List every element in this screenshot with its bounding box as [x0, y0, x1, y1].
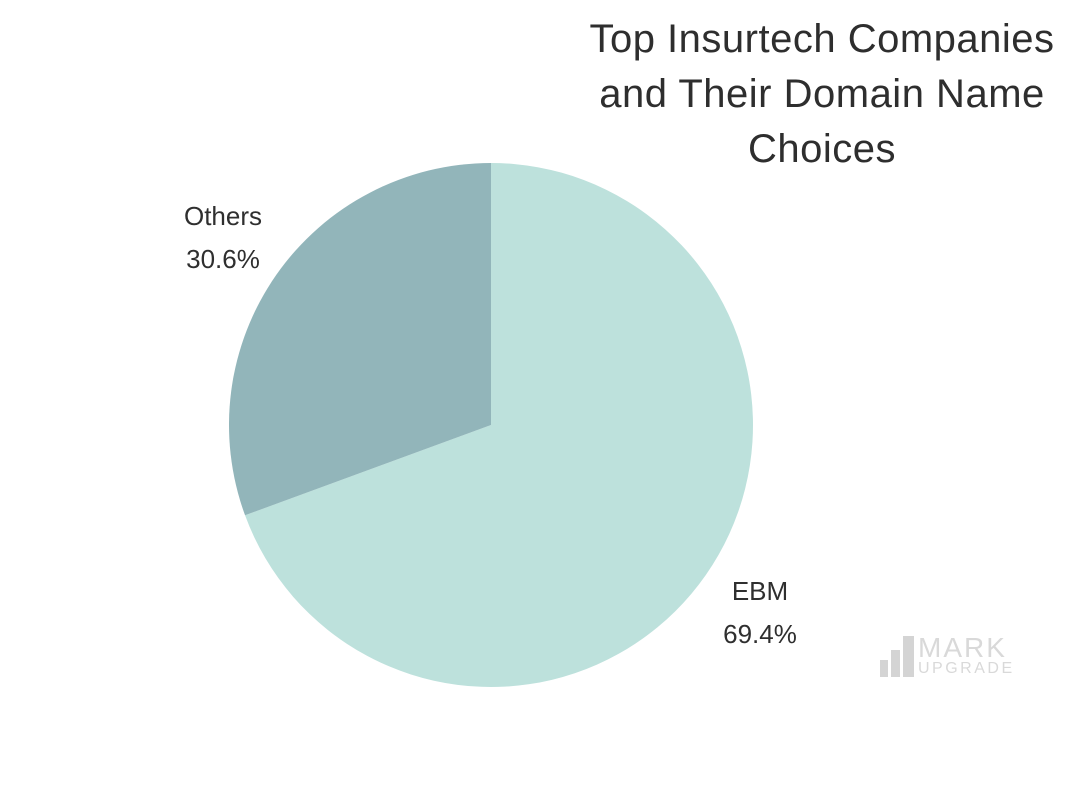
watermark-brand-name: MARK: [918, 632, 1007, 663]
watermark-text: MARK UPGRADE: [918, 632, 1015, 677]
chart-title: Top Insurtech Companies and Their Domain…: [542, 12, 1080, 177]
watermark-brand-suffix: UPGRADE: [918, 660, 1015, 677]
pie-slice-ebm: [245, 163, 753, 687]
slice-label-others: Others 30.6%: [113, 195, 333, 281]
bar-chart-icon-bar-medium: [891, 650, 900, 677]
slice-label-ebm-name: EBM: [731, 576, 789, 606]
slice-label-others-pct: 30.6%: [186, 244, 260, 274]
pie-slice-others: [228, 163, 492, 516]
watermark-mark-upgrade: MARK UPGRADE: [880, 632, 1015, 677]
bar-chart-icon: [880, 636, 914, 677]
slice-label-ebm: EBM 69.4%: [650, 570, 870, 656]
chart-title-line1: Top Insurtech Companies: [589, 17, 1055, 61]
bar-chart-icon-bar-small: [880, 660, 888, 677]
chart-title-line3: Choices: [747, 127, 896, 171]
bar-chart-icon-bar-tall: [903, 636, 914, 677]
slice-label-others-name: Others: [183, 201, 263, 231]
chart-title-line2: and Their Domain Name: [599, 72, 1045, 116]
slice-label-ebm-pct: 69.4%: [723, 619, 797, 649]
